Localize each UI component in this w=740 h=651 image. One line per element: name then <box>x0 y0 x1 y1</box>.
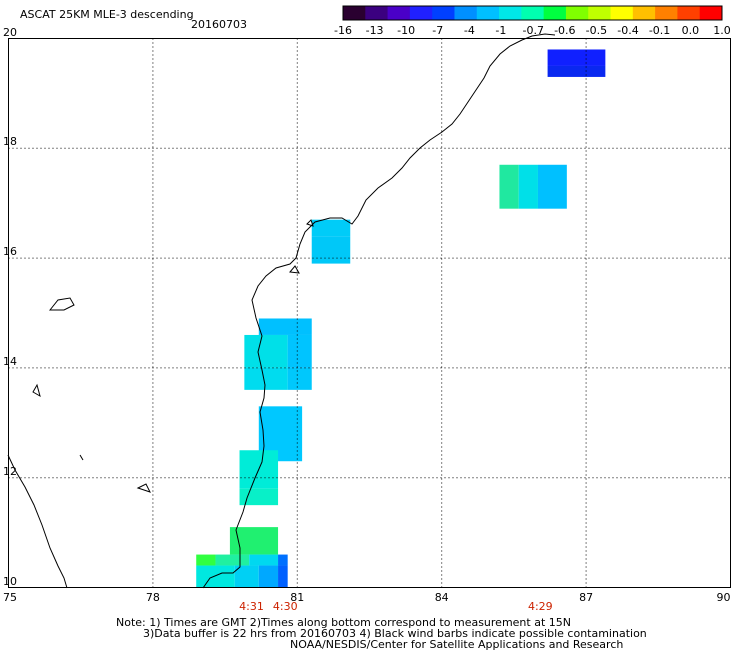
wind-cell <box>258 318 312 335</box>
colorbar-tick-label: -16 <box>334 24 352 37</box>
wind-cell <box>229 527 279 555</box>
orbit-time-label: 4:29 <box>527 600 553 613</box>
wind-cell <box>547 49 606 66</box>
note-line-1: Note: 1) Times are GMT 2)Times along bot… <box>116 616 571 629</box>
lat-tick-label: 12 <box>3 464 17 478</box>
orbit-time-label: 4:30 <box>272 600 298 613</box>
colorbar-tick-label: -0.4 <box>617 24 639 37</box>
lat-tick-label: 20 <box>3 25 17 39</box>
wind-data-cells <box>196 49 606 588</box>
wind-cell <box>287 367 312 390</box>
wind-cell <box>249 554 279 566</box>
colorbar-tick-label: 1.0 <box>713 24 731 37</box>
colorbar-tick-label: -0.6 <box>554 24 576 37</box>
colorbar-tick-label: 0.0 <box>681 24 700 37</box>
wind-cell <box>537 164 567 209</box>
colorbar-swatch <box>432 6 455 20</box>
colorbar-swatch <box>699 6 723 20</box>
india-east-coastline <box>7 454 68 589</box>
colorbar-tick-label: -1 <box>495 24 507 37</box>
colorbar-swatch <box>409 6 433 20</box>
colorbar-swatch <box>476 6 500 20</box>
note-line-2: 3)Data buffer is 22 hrs from 20160703 4)… <box>143 627 647 640</box>
colorbar-tick-label: -10 <box>397 24 416 37</box>
lat-tick-label: 16 <box>3 245 17 259</box>
colorbar-swatch <box>632 6 656 20</box>
colorbar-swatch <box>610 6 634 20</box>
lon-tick-label: 75 <box>3 591 17 604</box>
colorbar-tick-label: -7 <box>432 24 444 37</box>
wind-cell <box>244 334 288 368</box>
colorbar-swatch <box>499 6 522 20</box>
lon-tick-label: 81 <box>290 591 305 604</box>
wind-cell <box>196 554 216 566</box>
islet-2 <box>306 219 314 227</box>
colorbar-swatch <box>655 6 678 20</box>
colorbar-swatch <box>677 6 701 20</box>
wind-cell <box>311 219 351 237</box>
lat-tick-label: 14 <box>3 354 17 368</box>
colorbar-swatch <box>387 6 411 20</box>
wind-cell <box>278 565 288 588</box>
colorbar-swatch <box>365 6 389 20</box>
wind-cell <box>215 554 250 566</box>
wind-cell <box>311 236 351 264</box>
islet-1 <box>289 265 300 274</box>
colorbar-tick-label: -4 <box>463 24 475 37</box>
lat-lon-grid <box>8 38 731 588</box>
colorbar-tick-label: -0.7 <box>522 24 544 37</box>
colorbar-swatch <box>343 6 366 20</box>
colorbar-tick-label: -0.1 <box>648 24 671 37</box>
wind-cell <box>499 164 519 209</box>
colorbar-tick-label: -13 <box>365 24 384 37</box>
colorbar-swatch <box>588 6 612 20</box>
colorbar-swatch <box>521 6 545 20</box>
map-panel <box>7 33 731 589</box>
lon-tick-label: 78 <box>145 591 160 604</box>
colorbar-swatch <box>565 6 589 20</box>
coastline <box>7 33 556 589</box>
islet-4 <box>136 483 151 493</box>
wind-cell <box>244 367 288 390</box>
orbit-time-label: 4:31 <box>239 600 264 613</box>
wind-cell <box>278 554 288 566</box>
sri-lanka-coastline <box>202 33 556 589</box>
lat-tick-label: 18 <box>3 135 17 149</box>
wind-cell <box>234 565 259 588</box>
lat-tick-label: 10 <box>3 574 17 588</box>
lon-tick-label: 84 <box>434 591 449 604</box>
wind-cell <box>518 164 538 209</box>
wind-cell <box>547 65 606 77</box>
colorbar-tick-label: -0.5 <box>585 24 608 37</box>
map-frame <box>8 38 731 588</box>
islet-5 <box>79 454 84 461</box>
colorbar-swatch <box>454 6 478 20</box>
wind-cell <box>196 565 235 588</box>
lon-tick-label: 90 <box>716 591 731 604</box>
colorbar-frame <box>342 5 723 21</box>
colorbar <box>342 5 723 21</box>
colorbar-swatch <box>543 6 567 20</box>
product-date: 20160703 <box>191 18 247 31</box>
small-island-west <box>48 297 75 311</box>
wind-cell <box>258 565 279 588</box>
note-line-3: NOAA/NESDIS/Center for Satellite Applica… <box>290 638 624 651</box>
product-title: ASCAT 25KM MLE-3 descending <box>20 8 194 21</box>
islet-3 <box>32 383 41 398</box>
wind-cell <box>287 334 312 368</box>
lon-tick-label: 87 <box>579 591 594 604</box>
